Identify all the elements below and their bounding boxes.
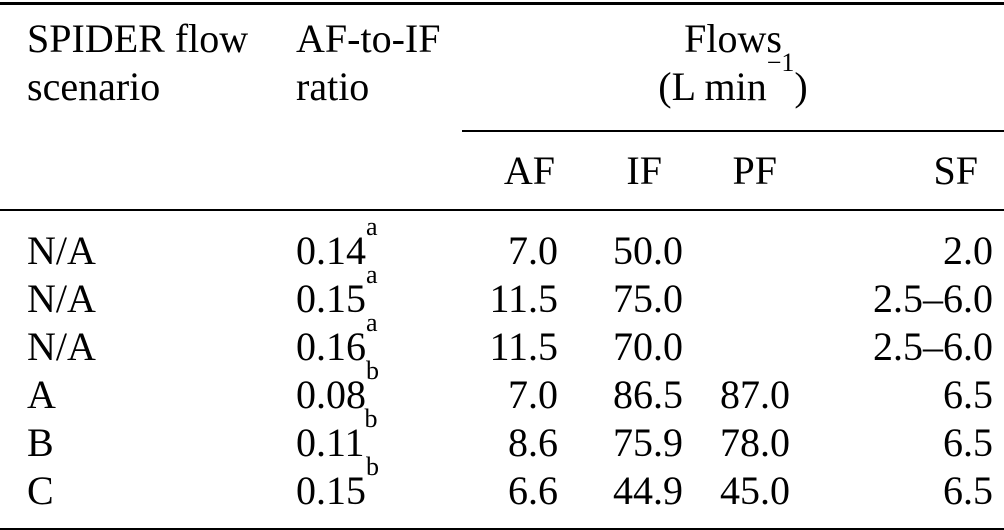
cell-if: 44.9 xyxy=(558,467,683,530)
table-row: A 0.08b 7.0 86.5 87.0 6.5 xyxy=(0,358,1004,419)
ratio-footnote-marker: a xyxy=(366,212,378,242)
cell-scenario: N/A xyxy=(27,324,96,369)
ratio-value: 0.16 xyxy=(296,324,366,369)
flows-unit-post: ) xyxy=(794,64,808,109)
subheader-af: AF xyxy=(462,131,558,211)
header-flows-title: Flows xyxy=(684,16,782,61)
subheader-empty-ratio xyxy=(296,131,462,211)
cell-scenario: A xyxy=(27,372,56,417)
subheader-pf: PF xyxy=(683,131,790,211)
cell-af: 7.0 xyxy=(508,228,558,273)
cell-ratio: 0.11b xyxy=(296,406,462,467)
ratio-footnote-marker: a xyxy=(366,308,378,338)
cell-pf: 45.0 xyxy=(683,467,790,530)
cell-pf xyxy=(683,275,790,323)
table-row: N/A 0.15a 11.5 75.0 2.5–6.0 xyxy=(0,262,1004,323)
cell-sf: 2.5–6.0 xyxy=(873,324,993,369)
header-ratio-line1: AF-to-IF xyxy=(296,16,441,61)
table-row: B 0.11b 8.6 75.9 78.0 6.5 xyxy=(0,406,1004,467)
flows-unit-pre: (L min xyxy=(658,64,767,109)
header-scenario: SPIDER flow scenario xyxy=(0,4,296,132)
cell-ratio: 0.14a xyxy=(296,210,462,275)
ratio-footnote-marker: b xyxy=(366,452,379,482)
cell-if: 86.5 xyxy=(613,372,683,417)
cell-ratio: 0.16a xyxy=(296,310,462,371)
cell-ratio: 0.15a xyxy=(296,262,462,323)
header-ratio-line2: ratio xyxy=(296,64,370,109)
subheader-sf: SF xyxy=(790,131,1004,211)
ratio-footnote-marker: b xyxy=(366,356,379,386)
subheader-row: AF IF PF SF xyxy=(0,131,1004,211)
cell-af: 11.5 xyxy=(489,276,558,321)
header-row-group: SPIDER flow scenario AF-to-IF ratio Flow… xyxy=(0,3,1004,132)
cell-scenario: N/A xyxy=(27,228,96,273)
cell-pf: 78.0 xyxy=(720,420,790,465)
ratio-value: 0.08 xyxy=(296,372,366,417)
cell-ratio: 0.08b xyxy=(296,358,462,419)
cell-scenario: B xyxy=(27,420,54,465)
flows-unit-exponent: −1 xyxy=(766,48,795,78)
cell-af: 6.6 xyxy=(462,467,558,530)
cell-scenario: C xyxy=(0,467,296,530)
ratio-footnote-marker: b xyxy=(364,404,378,434)
ratio-value: 0.14 xyxy=(296,228,366,273)
cell-if: 75.9 xyxy=(613,420,683,465)
cell-if: 75.0 xyxy=(613,276,683,321)
cell-if: 70.0 xyxy=(613,324,683,369)
table-row: N/A 0.14a 7.0 50.0 2.0 xyxy=(0,210,1004,275)
cell-pf xyxy=(683,323,790,371)
cell-af: 7.0 xyxy=(508,372,558,417)
table-row: C 0.15b 6.6 44.9 45.0 6.5 xyxy=(0,454,1004,530)
ratio-footnote-marker: a xyxy=(366,260,378,290)
cell-ratio: 0.15b xyxy=(296,454,462,530)
header-scenario-line2: scenario xyxy=(27,64,161,109)
cell-sf: 6.5 xyxy=(943,372,993,417)
header-ratio: AF-to-IF ratio xyxy=(296,4,462,132)
subheader-empty-scenario xyxy=(0,131,296,211)
header-flows-unit: (L min−1) xyxy=(462,50,1004,111)
cell-pf xyxy=(683,210,790,275)
subheader-if: IF xyxy=(558,131,683,211)
cell-if: 50.0 xyxy=(613,228,683,273)
cell-pf: 87.0 xyxy=(720,372,790,417)
cell-scenario: N/A xyxy=(27,276,96,321)
table-row: N/A 0.16a 11.5 70.0 2.5–6.0 xyxy=(0,310,1004,371)
header-scenario-line1: SPIDER flow xyxy=(27,16,249,61)
ratio-value: 0.15 xyxy=(296,468,366,513)
cell-af: 8.6 xyxy=(508,420,558,465)
cell-sf: 2.5–6.0 xyxy=(873,276,993,321)
header-flows-group: Flows (L min−1) xyxy=(462,3,1004,132)
cell-sf: 6.5 xyxy=(943,420,993,465)
ratio-value: 0.15 xyxy=(296,276,366,321)
cell-af: 11.5 xyxy=(489,324,558,369)
cell-sf: 6.5 xyxy=(790,467,1004,530)
ratio-value: 0.11 xyxy=(296,420,365,465)
cell-sf: 2.0 xyxy=(943,228,993,273)
